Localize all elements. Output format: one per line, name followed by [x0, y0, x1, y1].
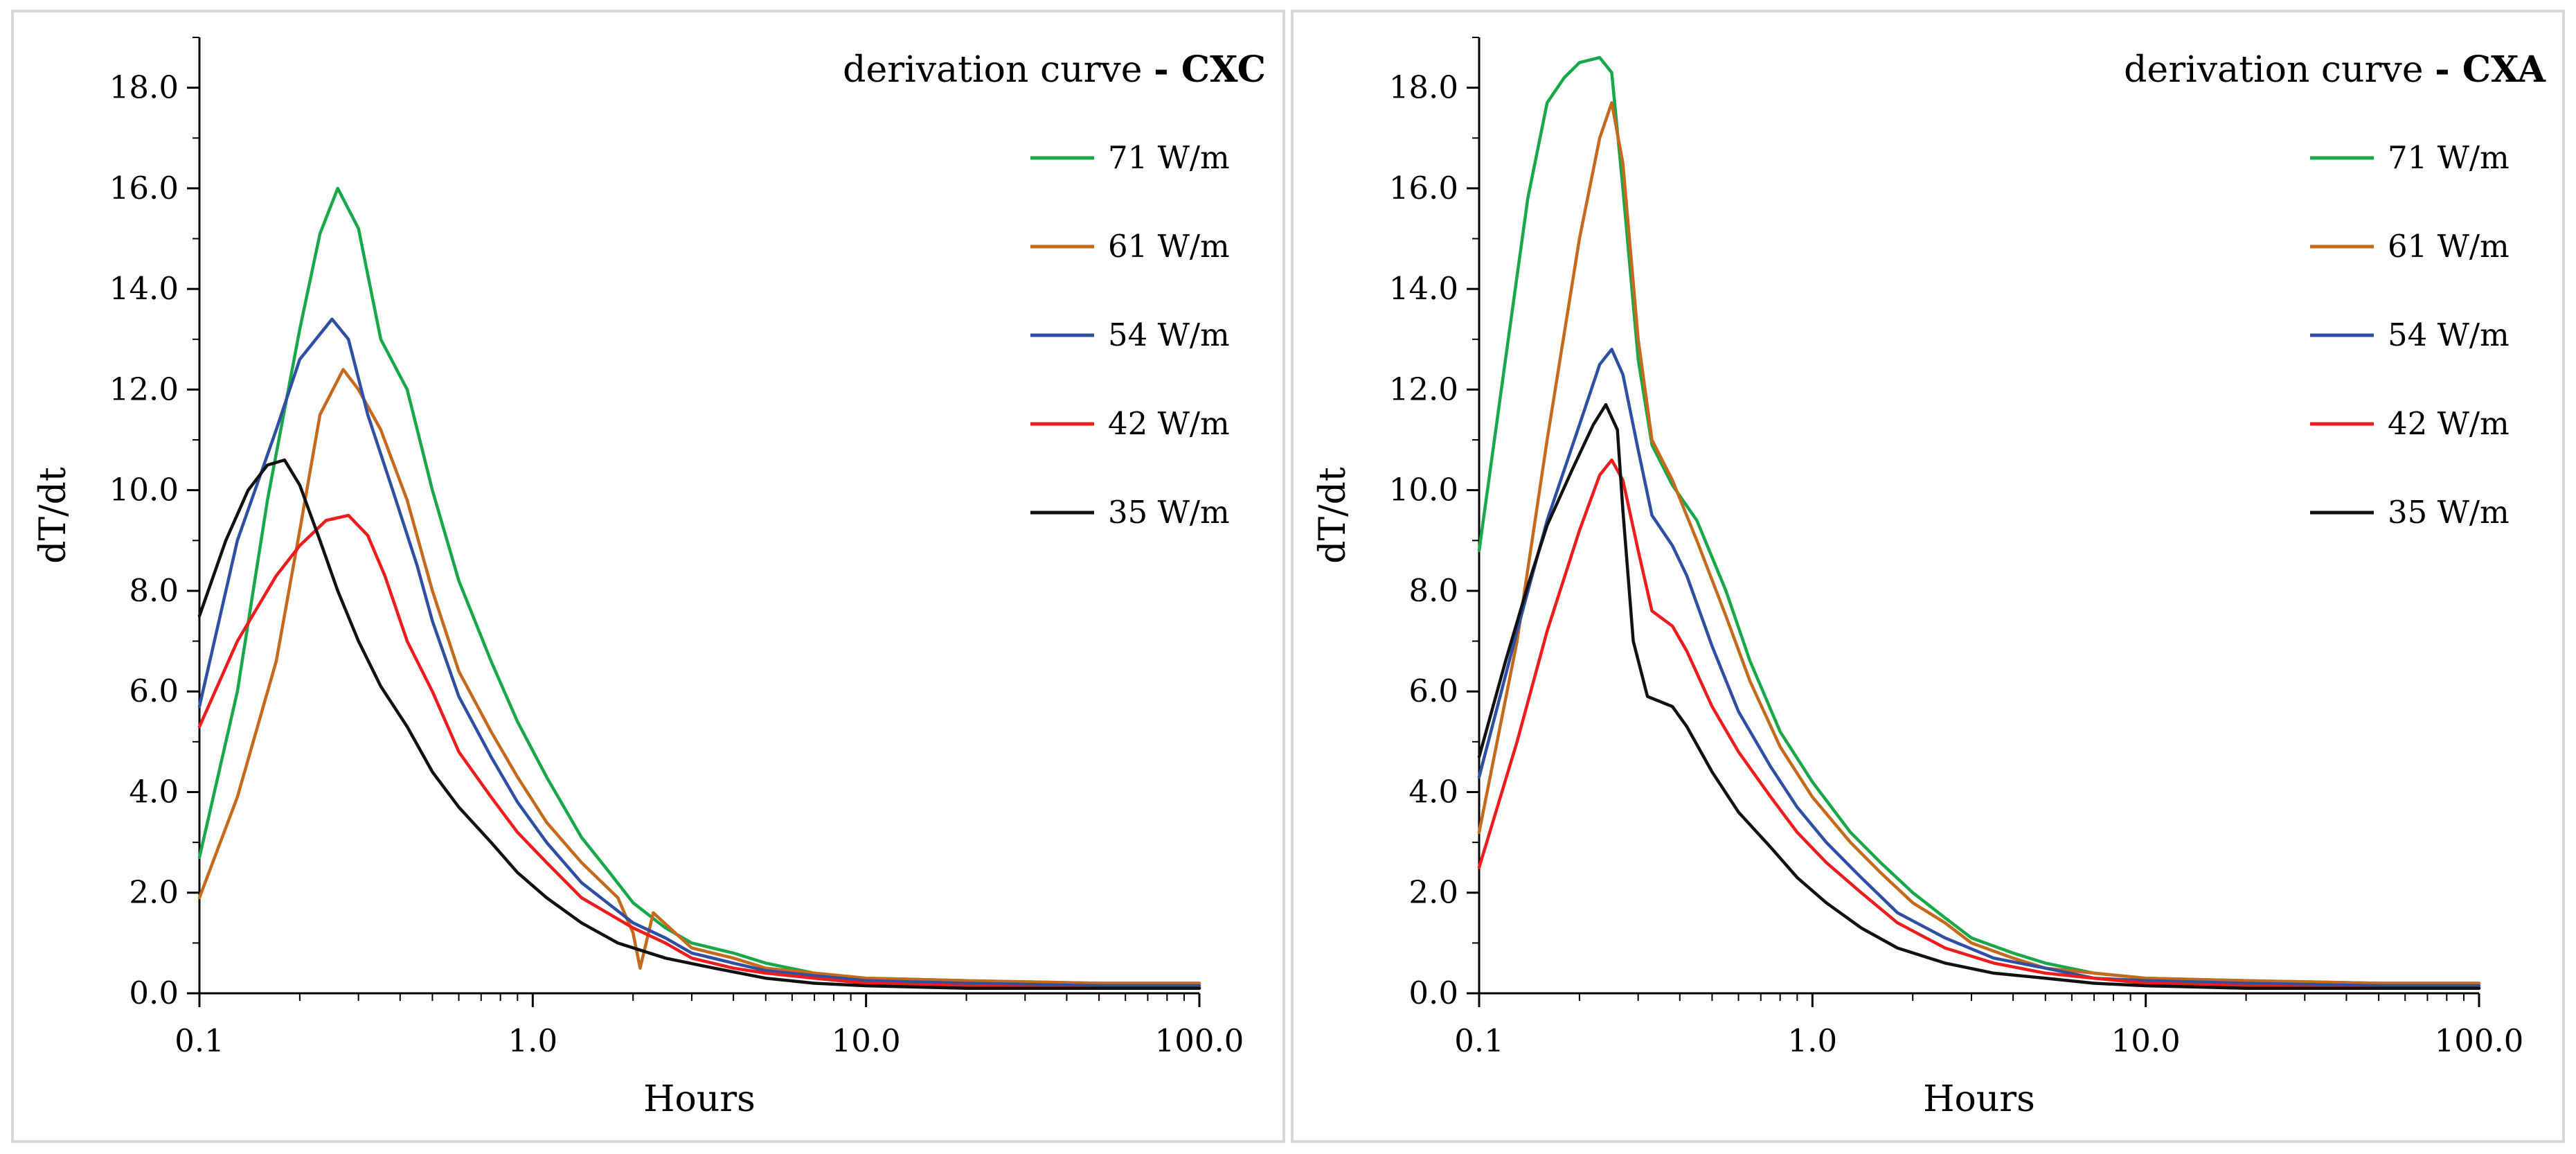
y-tick-label: 14.0	[1389, 270, 1458, 307]
chart-title-main: derivation curve	[843, 49, 1154, 91]
y-tick-label: 16.0	[109, 170, 179, 206]
y-tick-label: 6.0	[129, 673, 179, 709]
series-line-35-w-m	[197, 458, 1201, 990]
series-line-54-w-m	[1477, 348, 2481, 988]
x-tick-label: 1.0	[508, 1022, 558, 1059]
series-line-54-w-m	[197, 317, 1201, 988]
y-tick-label: 12.0	[1389, 371, 1458, 407]
y-tick-label: 4.0	[129, 773, 179, 810]
chart-title: derivation curve - CXC	[843, 48, 1266, 91]
series-line-71-w-m	[1477, 55, 2481, 985]
y-tick-label: 8.0	[129, 572, 179, 609]
x-tick-label: 100.0	[2435, 1022, 2524, 1059]
y-tick-label: 14.0	[109, 270, 179, 307]
y-tick-label: 16.0	[1389, 170, 1458, 206]
y-tick-label: 6.0	[1408, 673, 1458, 709]
series-line-71-w-m	[197, 186, 1201, 985]
series-line-61-w-m	[197, 368, 1201, 985]
y-tick-label: 2.0	[129, 874, 179, 911]
legend-label: 42 W/m	[1108, 405, 1230, 442]
x-tick-label: 10.0	[832, 1022, 901, 1059]
legend-label: 71 W/m	[2388, 139, 2510, 176]
x-tick-label: 100.0	[1155, 1022, 1244, 1059]
y-tick-label: 0.0	[129, 975, 179, 1011]
legend-label: 61 W/m	[2388, 228, 2510, 265]
y-tick-label: 18.0	[1389, 69, 1458, 106]
y-tick-label: 8.0	[1408, 572, 1458, 609]
x-axis-title: Hours	[1923, 1078, 2035, 1120]
y-axis-title: dT/dt	[1312, 467, 1354, 564]
chart-panel-cxc: 0.0 2.0 4.0 6.0 8.0 10.0 12.0 14.0 16.0 18.0 0.1 1.…	[11, 10, 1285, 1143]
x-tick-label: 0.1	[1454, 1022, 1504, 1059]
y-tick-label: 18.0	[109, 69, 179, 106]
x-axis-title: Hours	[643, 1078, 755, 1120]
y-tick-label: 12.0	[109, 371, 179, 407]
y-tick-label: 10.0	[1389, 472, 1458, 508]
y-axis-title: dT/dt	[33, 467, 74, 564]
series-line-42-w-m	[1477, 458, 2481, 990]
legend-label: 35 W/m	[1108, 494, 1230, 531]
chart-cxc: 0.0 2.0 4.0 6.0 8.0 10.0 12.0 14.0 16.0 18.0 0.1 1.…	[33, 37, 1266, 1120]
chart-panel-cxa: 0.0 2.0 4.0 6.0 8.0 10.0 12.0 14.0 16.0 18.0 0.1 1.…	[1291, 10, 2565, 1143]
legend-label: 71 W/m	[1108, 139, 1230, 176]
legend-label: 61 W/m	[1108, 228, 1230, 265]
x-tick-label: 10.0	[2111, 1022, 2181, 1059]
legend-label: 54 W/m	[1108, 317, 1230, 353]
x-tick-label: 0.1	[175, 1022, 224, 1059]
y-tick-label: 4.0	[1408, 773, 1458, 810]
legend-label: 54 W/m	[2388, 317, 2510, 353]
y-tick-label: 2.0	[1408, 874, 1458, 911]
chart-cxa: 0.0 2.0 4.0 6.0 8.0 10.0 12.0 14.0 16.0 18.0 0.1 1.…	[1312, 37, 2546, 1120]
legend-label: 35 W/m	[2388, 494, 2510, 531]
chart-title-suffix: - CXC	[1154, 48, 1266, 91]
chart-title-main: derivation curve	[2124, 49, 2435, 91]
series-line-35-w-m	[1477, 402, 2481, 990]
series-line-61-w-m	[1477, 101, 2481, 985]
series-line-42-w-m	[197, 513, 1201, 990]
chart-title-suffix: - CXA	[2435, 48, 2546, 91]
x-tick-label: 1.0	[1788, 1022, 1838, 1059]
legend-label: 42 W/m	[2388, 405, 2510, 442]
chart-title: derivation curve - CXA	[2124, 48, 2546, 91]
y-tick-label: 0.0	[1408, 975, 1458, 1011]
y-tick-label: 10.0	[109, 472, 179, 508]
